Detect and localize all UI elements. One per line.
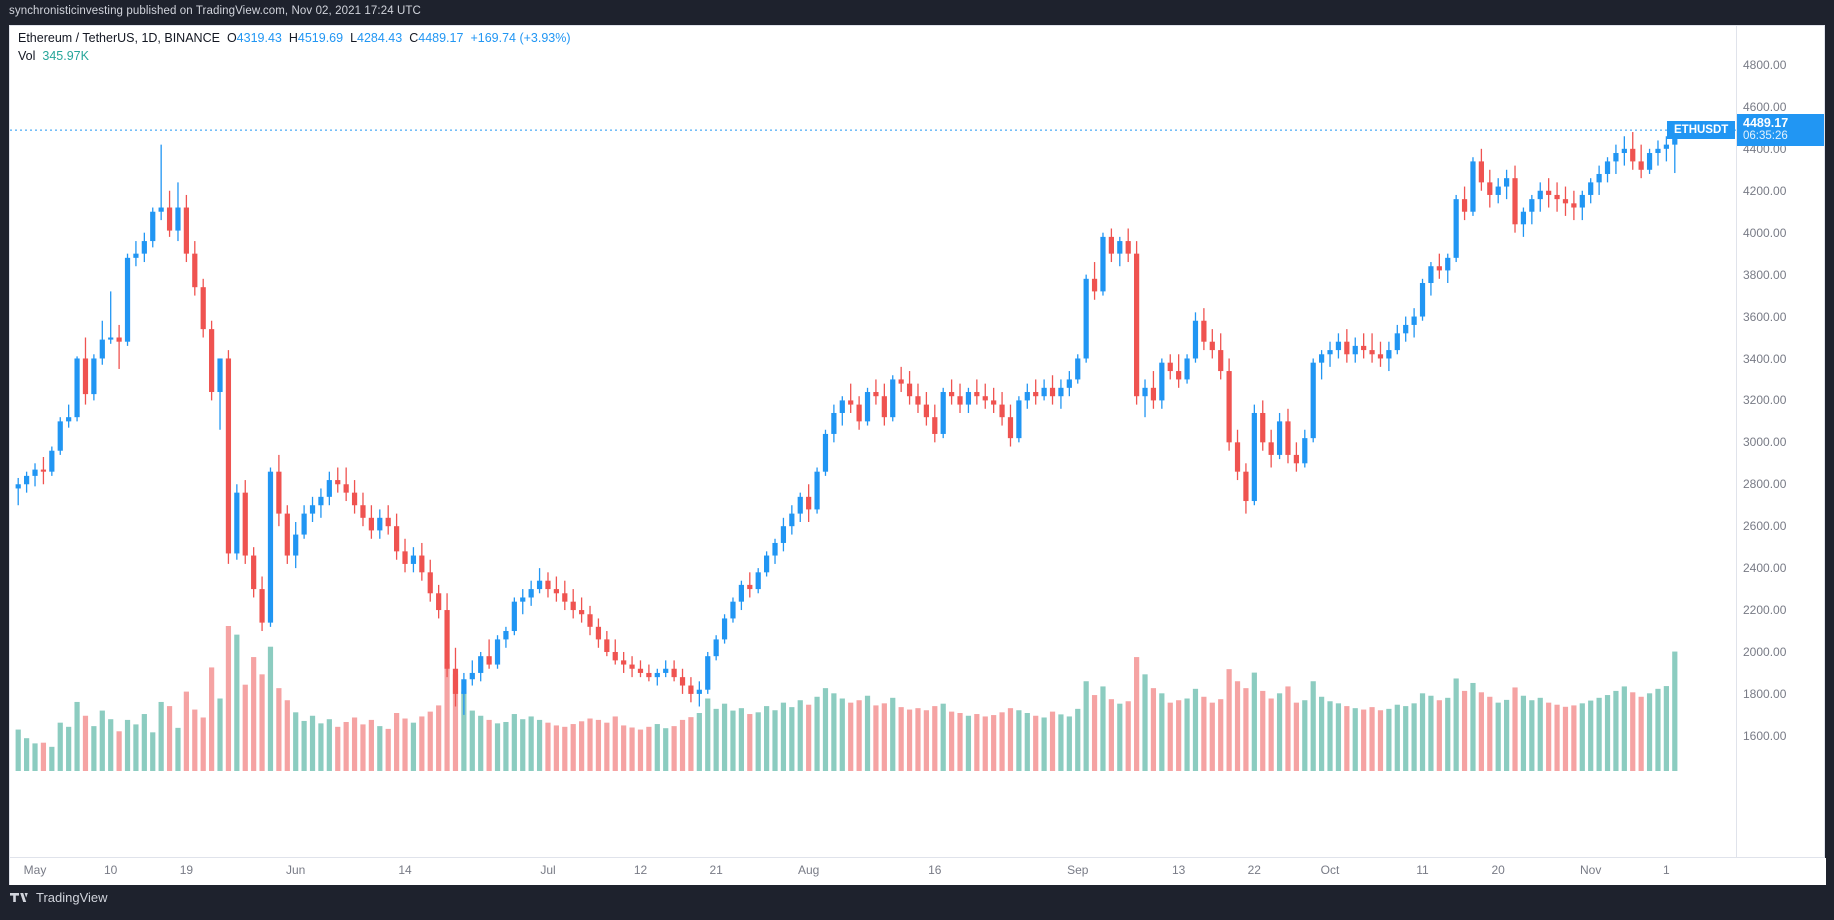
time-tick-Jul: Jul [540,863,556,877]
current-price-badge[interactable]: 4489.17 06:35:26 [1737,114,1824,147]
price-tick-2000: 2000.00 [1743,645,1787,659]
time-tick-Sep: Sep [1067,863,1089,877]
time-tick-13: 13 [1172,863,1186,877]
price-tick-4200: 4200.00 [1743,183,1787,198]
price-tick-2600: 2600.00 [1743,519,1787,534]
time-tick-21: 21 [709,863,723,877]
tradingview-logo[interactable]: TradingView [10,890,108,905]
time-tick-14: 14 [398,863,412,877]
time-tick-Oct: Oct [1320,863,1340,877]
legend-close-label: C [409,31,419,45]
time-tick-Nov: Nov [1580,863,1602,877]
legend-open-value: 4319.43 [236,31,282,45]
time-tick-May: May [23,863,47,877]
price-axis-separator [1736,26,1737,857]
time-tick-10: 10 [104,863,118,877]
time-tick-12: 12 [633,863,648,877]
time-tick-16: 16 [928,863,942,877]
price-tick-4800: 4800.00 [1743,58,1787,72]
time-tick-19: 19 [179,863,194,877]
current-price-value: 4489.17 [1743,116,1789,131]
legend-row-ohlc: Ethereum / TetherUS, 1D, BINANCE O4319.43… [18,30,571,47]
chart-legend: Ethereum / TetherUS, 1D, BINANCE O4319.43… [18,30,571,65]
symbol-price-tag[interactable]: ETHUSDT [1667,121,1736,140]
tradingview-mark-icon [10,891,30,905]
price-tick-1800: 1800.00 [1743,686,1787,701]
time-tick-20: 20 [1491,863,1505,877]
legend-row-volume: Vol 345.97K [18,48,571,65]
price-tick-2800: 2800.00 [1743,477,1787,492]
price-tick-4600: 4600.00 [1743,99,1787,114]
time-tick-Jun: Jun [286,863,306,877]
chart-frame: Ethereum / TetherUS, 1D, BINANCE O4319.43… [9,25,1826,885]
legend-close-value: 4489.17 [418,31,464,45]
attribution-bar: synchronisticinvesting published on Trad… [0,0,1834,22]
price-tick-4000: 4000.00 [1743,225,1787,240]
time-tick-11: 11 [1416,863,1429,877]
legend-low-value: 4284.43 [357,31,403,45]
legend-change: +169.74 (+3.93%) [470,31,571,45]
legend-volume-value: 345.97K [42,49,89,63]
price-tick-3400: 3400.00 [1743,351,1787,366]
price-tick-3000: 3000.00 [1743,435,1787,450]
tradingview-wordmark: TradingView [36,890,108,905]
price-tick-2400: 2400.00 [1743,561,1787,576]
price-tick-3600: 3600.00 [1743,309,1787,324]
price-tick-1600: 1600.00 [1743,728,1787,743]
time-axis-separator [10,857,1824,858]
legend-high-value: 4519.69 [297,31,344,45]
chart-plot-area[interactable] [10,26,1739,857]
time-axis[interactable]: May 10 19 Jun 14 Jul 12 21 Aug 16 Sep 13 22 Oct 11 20 No… [10,858,1826,885]
price-tick-2200: 2200.00 [1743,603,1787,618]
price-axis[interactable]: 4489.17 06:35:26 4800.00 4600.00 4400.00 42… [1737,26,1824,857]
legend-open-label: O [226,31,237,45]
legend-symbol[interactable]: Ethereum / TetherUS, 1D, BINANCE [18,31,220,45]
price-tick-3800: 3800.00 [1743,267,1787,282]
bar-countdown: 06:35:26 [1743,130,1788,143]
legend-high-label: H [288,31,298,45]
price-tick-3200: 3200.00 [1743,393,1787,408]
legend-volume-label: Vol [18,49,36,63]
candlestick-svg [10,123,1739,771]
time-tick-22: 22 [1247,863,1261,877]
time-tick-Aug: Aug [798,863,820,877]
time-tick-1: 1 [1663,863,1670,877]
legend-low-label: L [350,31,358,45]
